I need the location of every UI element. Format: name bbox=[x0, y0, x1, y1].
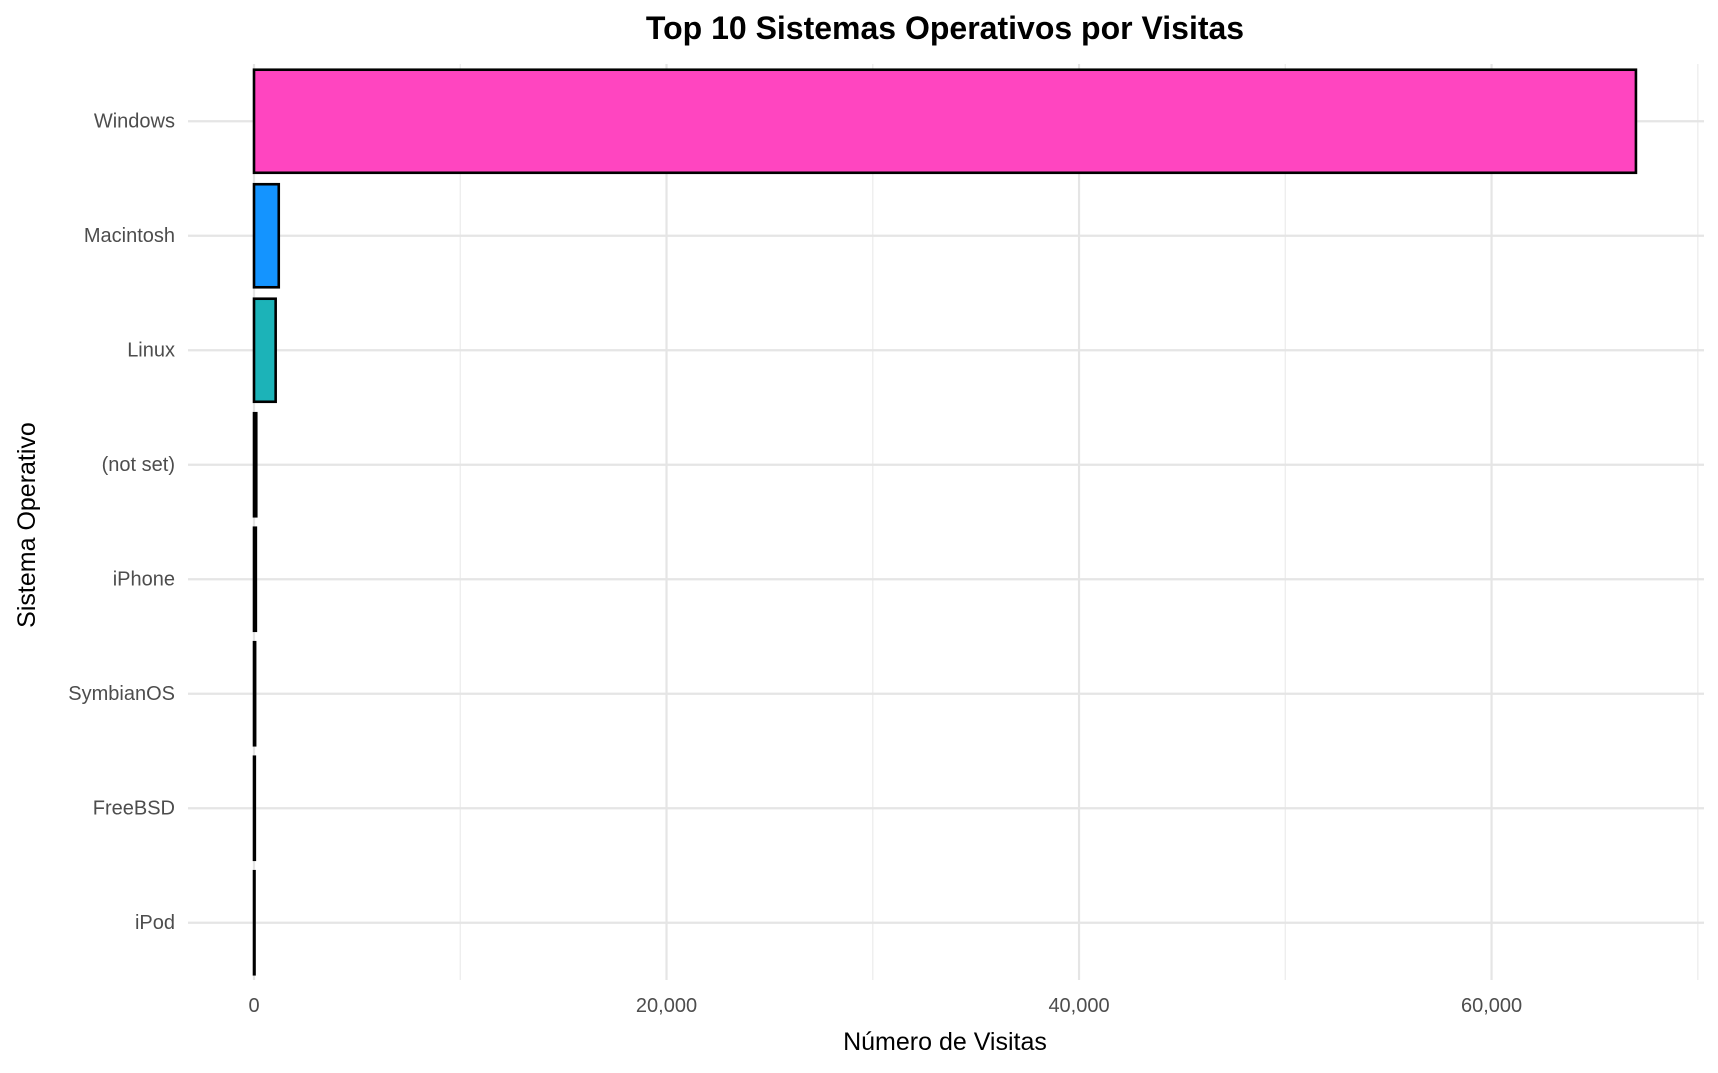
y-tick-label: SymbianOS bbox=[68, 683, 175, 705]
y-tick-label: Macintosh bbox=[84, 225, 175, 247]
bar-windows bbox=[252, 68, 1638, 175]
y-axis-tick-labels: Windows Macintosh Linux (not set) iPhone Symb… bbox=[68, 110, 175, 934]
grid-lines bbox=[188, 64, 1704, 980]
x-axis-tick-labels: 0 20,000 40,000 60,000 bbox=[248, 995, 1522, 1017]
x-tick-label: 60,000 bbox=[1461, 995, 1522, 1017]
y-tick-label: Windows bbox=[94, 110, 175, 132]
chart-title: Top 10 Sistemas Operativos por Visitas bbox=[646, 10, 1244, 46]
x-tick-label: 40,000 bbox=[1048, 995, 1109, 1017]
y-axis-title: Sistema Operativo bbox=[13, 422, 41, 628]
x-axis-title: Número de Visitas bbox=[843, 1028, 1047, 1056]
bar-linux bbox=[252, 297, 277, 404]
y-tick-label: (not set) bbox=[102, 454, 175, 476]
bar-macintosh bbox=[252, 182, 281, 289]
bar-symbianos bbox=[252, 640, 257, 747]
x-tick-label: 20,000 bbox=[636, 995, 697, 1017]
bar-ipod bbox=[252, 869, 256, 976]
y-tick-label: iPod bbox=[135, 912, 175, 934]
y-tick-label: Linux bbox=[127, 339, 175, 361]
y-tick-label: iPhone bbox=[113, 568, 175, 590]
bar-not-set bbox=[252, 411, 258, 518]
bar-iphone bbox=[252, 526, 258, 633]
y-tick-label: FreeBSD bbox=[93, 797, 175, 819]
x-tick-label: 0 bbox=[248, 995, 259, 1017]
bars bbox=[252, 68, 1638, 976]
bar-freebsd bbox=[252, 755, 257, 862]
